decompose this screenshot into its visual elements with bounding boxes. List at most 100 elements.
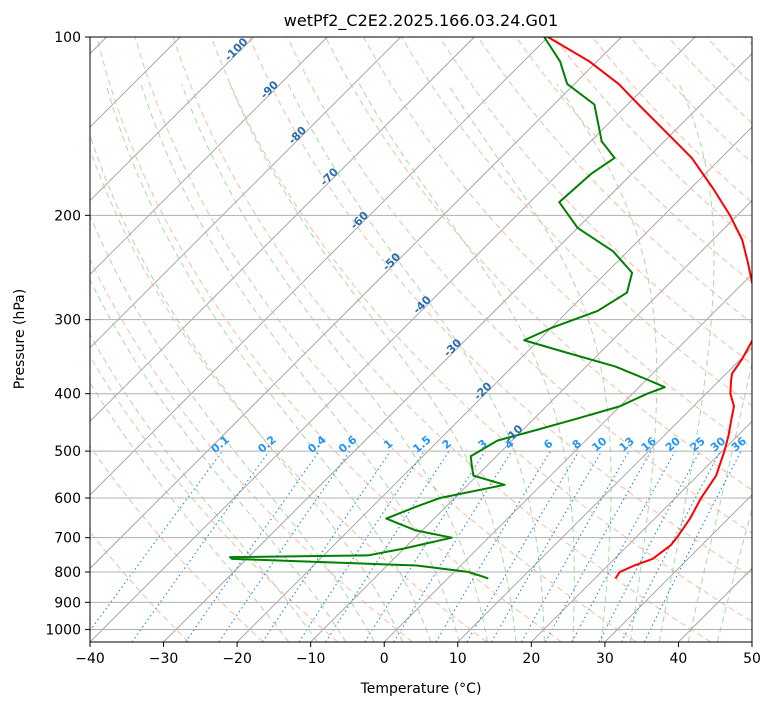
plot-frame xyxy=(89,36,753,643)
mixing-ratio-line xyxy=(520,450,630,642)
mixing-ratio-label: 3 xyxy=(476,437,490,452)
dry-adiabat-line xyxy=(90,355,339,642)
isotherm-line xyxy=(90,37,622,570)
y-tick-label: 300 xyxy=(54,313,81,329)
y-tick-label: 600 xyxy=(54,491,81,507)
moist-adiabat-line xyxy=(90,278,347,642)
chart-title: wetPf2_C2E2.2025.166.03.24.G01 xyxy=(284,11,558,31)
isotherm-line xyxy=(163,52,752,642)
x-tick-label: −40 xyxy=(75,651,105,667)
x-tick-label: 20 xyxy=(522,651,540,667)
isotherm-label: -100 xyxy=(222,35,251,64)
mixing-ratio-line xyxy=(90,450,223,632)
profiles xyxy=(229,37,752,580)
dry-adiabat-line xyxy=(363,37,752,449)
mixing-ratio-line xyxy=(364,450,486,642)
mixing-ratio-line xyxy=(262,450,391,642)
moist-adiabat-line xyxy=(447,83,612,642)
dry-adiabat-line xyxy=(591,37,752,204)
moist-adiabat-line xyxy=(687,360,752,642)
x-tick-label: 30 xyxy=(596,651,614,667)
isotherm-label: -30 xyxy=(441,336,464,359)
mixing-ratio-line xyxy=(393,450,513,642)
moist-adiabat-line xyxy=(140,83,460,642)
moist-adiabat-line xyxy=(358,83,575,642)
isotherm-line xyxy=(383,273,752,642)
moist-adiabat-line xyxy=(658,83,715,642)
mixing-ratio-line xyxy=(466,450,580,642)
isotherm-label: -80 xyxy=(286,124,309,147)
y-tick-label: 800 xyxy=(54,565,81,581)
y-tick-label: 400 xyxy=(54,387,81,403)
axis-ticks: −40 −30 −20 −10 0 10 20 30 40 5010020030040050060… xyxy=(45,30,761,667)
mixing-ratio-label: 6 xyxy=(541,437,555,452)
moist-adiabat-line xyxy=(181,83,488,642)
dry-adiabat-line xyxy=(90,148,488,642)
isotherm-line xyxy=(751,641,752,642)
dewpoint-profile-line xyxy=(229,37,666,580)
isotherm-line xyxy=(90,37,328,275)
dry-adiabat-line xyxy=(553,37,752,244)
mixing-ratio-line xyxy=(185,450,320,642)
background-lines xyxy=(90,37,752,642)
x-tick-label: −10 xyxy=(296,651,326,667)
dry-adiabat-line xyxy=(629,37,752,164)
mixing-ratio-line xyxy=(571,450,676,642)
x-tick-label: 10 xyxy=(449,651,467,667)
moist-adiabat-line xyxy=(90,214,375,642)
moist-adiabat-line xyxy=(90,381,290,642)
dry-adiabat-line xyxy=(668,37,752,125)
pressure-gridlines xyxy=(90,37,752,630)
moist-adiabat-line xyxy=(105,83,432,642)
moist-adiabat-line xyxy=(229,83,517,642)
mixing-ratio-label: 2 xyxy=(440,437,454,452)
isotherm-line xyxy=(604,494,752,642)
y-tick-label: 200 xyxy=(54,208,81,224)
moist-adiabat-line xyxy=(90,333,318,642)
dry-adiabat-line xyxy=(477,37,752,324)
moist-adiabat-line xyxy=(716,507,752,642)
isotherm-line xyxy=(236,126,752,642)
isotherm-line xyxy=(457,347,752,642)
isotherm-line xyxy=(90,37,696,642)
x-tick-label: 40 xyxy=(670,651,688,667)
mixing-ratio-line xyxy=(298,450,425,642)
moist-adiabat-line xyxy=(287,83,545,642)
mixing-ratio-line xyxy=(545,450,652,642)
dry-adiabat-line xyxy=(286,37,752,534)
mixing-ratio-line xyxy=(491,450,603,642)
dry-adiabat-line xyxy=(172,37,712,642)
y-tick-label: 700 xyxy=(54,531,81,547)
line-labels: 0.1 0.2 0.4 0.6 1 1.5 2 3 4 6 8 10 13 16 20 25 30 36-100-… xyxy=(209,35,750,456)
dry-adiabat-line xyxy=(134,37,637,642)
y-tick-label: 1000 xyxy=(45,622,81,638)
isotherm-label: -90 xyxy=(258,78,281,101)
y-axis-label: Pressure (hPa) xyxy=(12,289,28,389)
mixing-ratio-line xyxy=(325,450,450,642)
dry-adiabat-line xyxy=(90,531,190,642)
x-tick-label: 0 xyxy=(380,651,389,667)
x-tick-label: −30 xyxy=(149,651,179,667)
mixing-ratio-label: 0.1 xyxy=(209,433,232,455)
mixing-ratio-label: 8 xyxy=(570,437,584,452)
mixing-ratio-line xyxy=(218,450,351,642)
y-tick-label: 900 xyxy=(54,595,81,611)
isotherm-line xyxy=(90,37,254,202)
dry-adiabat-line xyxy=(96,37,562,642)
dry-adiabat-line xyxy=(439,37,752,365)
mixing-ratio-line xyxy=(598,450,701,642)
dry-adiabat-line xyxy=(210,37,752,623)
isotherm-label: -70 xyxy=(318,165,341,188)
mixing-ratio-line xyxy=(643,450,742,642)
isotherm-label: -60 xyxy=(348,209,371,232)
dry-adiabat-line xyxy=(90,258,413,642)
moist-adiabat-line xyxy=(90,133,404,642)
dry-adiabat-line xyxy=(248,37,752,578)
temperature-profile-line xyxy=(547,37,752,579)
isotherm-line xyxy=(678,567,752,642)
mixing-ratio-label: 0.4 xyxy=(305,433,329,456)
y-tick-label: 100 xyxy=(54,30,81,46)
x-axis-label: Temperature (°C) xyxy=(360,681,482,697)
isotherm-label: -50 xyxy=(380,250,403,273)
